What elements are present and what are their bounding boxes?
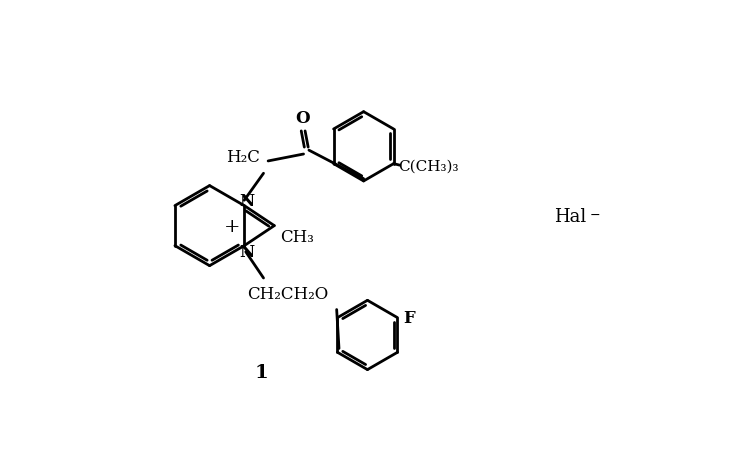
Text: N: N xyxy=(239,244,254,261)
Text: +: + xyxy=(224,217,240,235)
Text: Hal: Hal xyxy=(554,207,586,225)
Text: $^{-}$: $^{-}$ xyxy=(590,210,601,228)
Text: N: N xyxy=(239,192,254,209)
Text: O: O xyxy=(296,109,310,126)
Text: CH₃: CH₃ xyxy=(280,228,314,245)
Text: H₂C: H₂C xyxy=(226,149,260,165)
Text: F: F xyxy=(404,309,416,326)
Text: C(CH₃)₃: C(CH₃)₃ xyxy=(398,159,459,173)
Text: 1: 1 xyxy=(254,363,268,381)
Text: CH₂CH₂O: CH₂CH₂O xyxy=(248,285,328,302)
